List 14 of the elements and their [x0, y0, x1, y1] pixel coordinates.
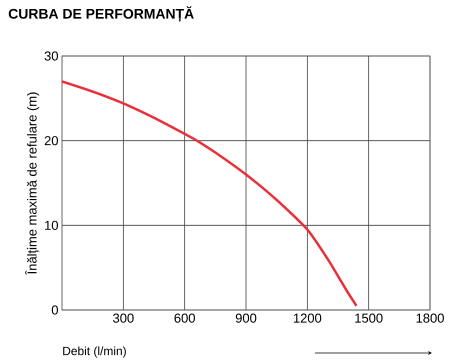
- x-tick-label: 300: [113, 314, 134, 323]
- y-tick-label: 0: [52, 305, 58, 315]
- line-series: [62, 80, 358, 308]
- x-tick-label: 600: [174, 314, 195, 323]
- chart-title: CURBA DE PERFORMANȚĂ: [8, 6, 194, 22]
- y-tick-label: 30: [44, 51, 58, 61]
- x-tick-label: 1500: [355, 314, 383, 323]
- x-tick-label: 1800: [416, 314, 444, 323]
- x-tick-label: 900: [236, 314, 256, 323]
- y-tick-label: 10: [45, 220, 58, 230]
- y-axis-title: Înălțime maximă de refulare (m): [25, 92, 40, 275]
- x-tick-label: 1200: [294, 314, 322, 323]
- x-axis-title: Debit (l/min): [63, 346, 126, 358]
- y-tick-label: 20: [44, 136, 58, 146]
